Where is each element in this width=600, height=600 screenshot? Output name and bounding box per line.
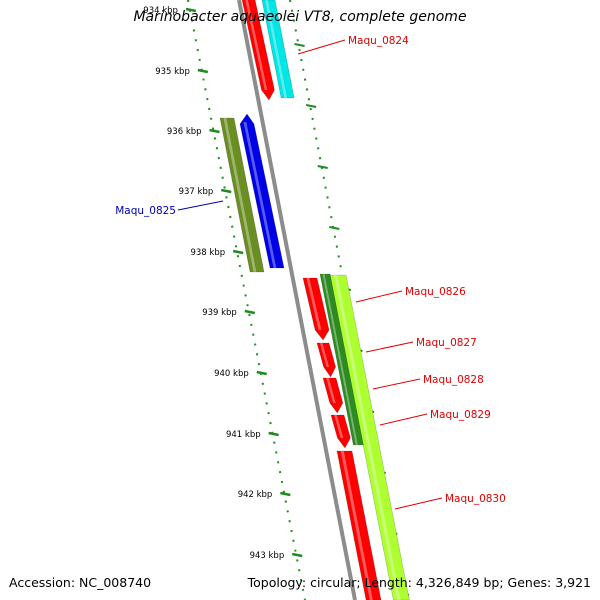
feature-tracks bbox=[219, 0, 410, 600]
cds-forward-0829[interactable] bbox=[330, 414, 351, 449]
cds-forward-0830[interactable] bbox=[336, 450, 382, 600]
ruler-tick bbox=[291, 552, 303, 558]
gene-label-leader bbox=[177, 200, 224, 211]
accession-text: Accession: NC_008740 bbox=[9, 575, 152, 590]
ruler-tick bbox=[232, 249, 244, 255]
gene-labels: Maqu_0824 Maqu_0825 Maqu_0826 Maqu_0827 Maqu… bbox=[115, 35, 506, 510]
gene-label[interactable]: Maqu_0830 bbox=[445, 493, 506, 505]
gene-label[interactable]: Maqu_0824 bbox=[348, 35, 409, 47]
cds-forward-0827[interactable] bbox=[316, 342, 336, 378]
cds-forward-0826[interactable] bbox=[302, 277, 330, 341]
cds-forward-0827-highlight bbox=[320, 343, 330, 367]
map-title: Marinobacter aquaeolei VT8, complete gen… bbox=[133, 9, 467, 25]
gene-label[interactable]: Maqu_0827 bbox=[416, 337, 477, 349]
gene-label[interactable]: Maqu_0828 bbox=[423, 374, 484, 386]
cds-forward-0824-highlight bbox=[245, 0, 268, 90]
ruler-tick bbox=[209, 128, 220, 134]
kbp-ruler: 934 kbp 935 kbp 936 kbp 937 kbp 938 kbp 939 k… bbox=[143, 0, 410, 600]
gene-label-leader bbox=[355, 290, 403, 303]
cds-track-0825-highlight bbox=[223, 118, 257, 272]
outer-track-tick bbox=[329, 226, 340, 230]
genome-backbone bbox=[237, 0, 357, 600]
gene-label-leader bbox=[372, 378, 421, 390]
ruler-tick bbox=[244, 309, 256, 315]
cds-forward-0828[interactable] bbox=[322, 377, 344, 414]
track-light-green[interactable] bbox=[329, 274, 410, 600]
track-dark-green-highlight bbox=[322, 274, 358, 445]
ruler-tick bbox=[185, 7, 197, 13]
ruler-tick-label: 942 kbp bbox=[238, 490, 273, 500]
cds-reverse-0825[interactable] bbox=[239, 113, 285, 269]
gene-label-leader bbox=[297, 39, 346, 55]
outer-track-tick bbox=[305, 104, 317, 108]
ruler-tick-label: 940 kbp bbox=[214, 369, 249, 379]
outer-track-tick bbox=[294, 43, 305, 47]
outer-track-axis bbox=[289, 0, 405, 600]
ruler-tick bbox=[220, 188, 232, 194]
cds-forward-0824[interactable] bbox=[241, 0, 275, 101]
gene-label-leader bbox=[379, 413, 428, 426]
cds-reverse-0825-highlight bbox=[243, 122, 277, 268]
gene-label[interactable]: Maqu_0826 bbox=[405, 286, 466, 298]
gene-label-leader bbox=[394, 497, 443, 510]
ruler-tick-label: 937 kbp bbox=[179, 187, 214, 197]
outer-track-tick bbox=[317, 165, 328, 169]
ruler-axis bbox=[187, 0, 306, 600]
ruler-tick-label: 934 kbp bbox=[143, 6, 178, 16]
track-dark-green[interactable] bbox=[319, 273, 364, 446]
ruler-tick bbox=[268, 431, 279, 437]
track-light-green-highlight bbox=[334, 275, 401, 600]
ruler-tick-label: 936 kbp bbox=[167, 127, 202, 137]
ruler-tick bbox=[256, 370, 267, 376]
ruler-tick-label: 943 kbp bbox=[250, 551, 285, 561]
cds-forward-0830-highlight bbox=[340, 451, 373, 600]
cds-forward-0829-highlight bbox=[334, 415, 344, 438]
backbone-layer bbox=[237, 0, 357, 600]
cds-track-0825[interactable] bbox=[219, 117, 265, 273]
ruler-tick-label: 935 kbp bbox=[155, 67, 190, 77]
cds-track-0824-highlight bbox=[265, 0, 287, 98]
cds-track-0824[interactable] bbox=[261, 0, 295, 99]
cds-forward-0828-highlight bbox=[326, 378, 336, 403]
gene-label[interactable]: Maqu_0825 bbox=[115, 205, 176, 217]
gene-label[interactable]: Maqu_0829 bbox=[430, 409, 491, 421]
cds-forward-0826-highlight bbox=[306, 278, 322, 330]
ruler-tick-label: 941 kbp bbox=[226, 430, 261, 440]
gene-label-leader bbox=[365, 341, 414, 353]
ruler-tick bbox=[197, 68, 209, 74]
ruler-tick-label: 938 kbp bbox=[190, 248, 225, 258]
ruler-tick-label: 939 kbp bbox=[202, 308, 237, 318]
ruler-tick bbox=[280, 491, 291, 497]
genome-stats-text: Topology: circular; Length: 4,326,849 bp… bbox=[247, 575, 591, 590]
